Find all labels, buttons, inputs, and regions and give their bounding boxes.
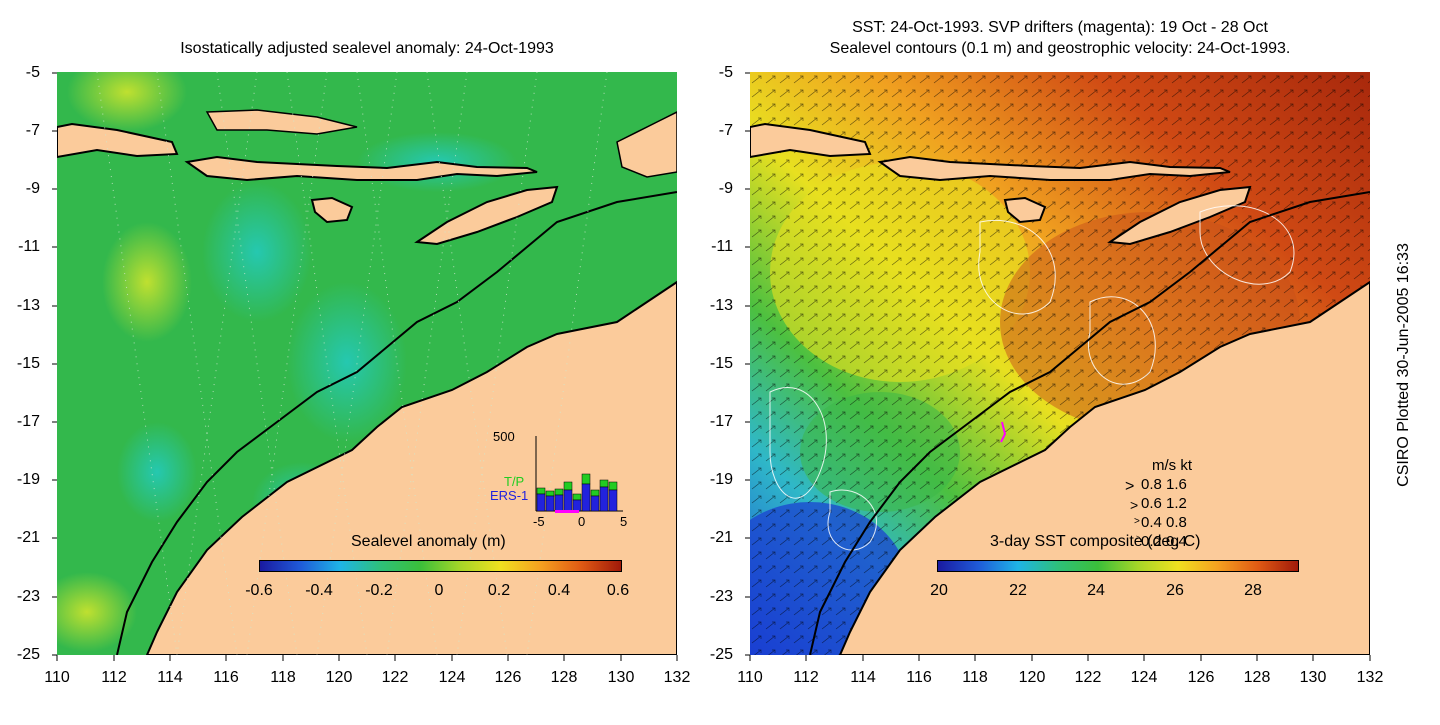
x-tick-label: 112 bbox=[793, 669, 819, 686]
x-tick-label: 124 bbox=[438, 669, 466, 686]
x-tick-label: 130 bbox=[607, 669, 635, 686]
sealevel-colorbar-tick: 0.2 bbox=[487, 582, 511, 599]
left-map-title: Isostatically adjusted sealevel anomaly:… bbox=[180, 40, 554, 57]
y-tick-label: -11 bbox=[18, 238, 40, 255]
y-tick-label: -11 bbox=[711, 238, 733, 255]
x-tick-label: 120 bbox=[325, 669, 353, 686]
x-tick-label: 132 bbox=[1356, 669, 1384, 686]
x-tick-label: 128 bbox=[550, 669, 578, 686]
velocity-legend-arrow-icon: > bbox=[1125, 478, 1135, 495]
x-tick-label: 122 bbox=[1074, 669, 1102, 686]
histogram-tp-label: T/P bbox=[504, 474, 525, 489]
y-tick-label: -5 bbox=[718, 64, 733, 81]
histogram-x-tick: 5 bbox=[620, 514, 628, 529]
sealevel-colorbar bbox=[259, 560, 622, 572]
sst-colorbar-tick: 20 bbox=[930, 582, 948, 599]
velocity-legend-row: 0.2 0.4 bbox=[1141, 533, 1187, 550]
y-tick-label: -17 bbox=[709, 413, 733, 430]
y-tick-label: -9 bbox=[25, 180, 40, 197]
x-tick-label: 128 bbox=[1243, 669, 1271, 686]
sealevel-colorbar-tick: 0.6 bbox=[606, 582, 630, 599]
sst-colorbar-label: 3-day SST composite (deg C) bbox=[990, 533, 1201, 550]
y-tick-label: -25 bbox=[16, 646, 40, 663]
sst-colorbar-tick: 22 bbox=[1009, 582, 1027, 599]
y-tick-label: -19 bbox=[709, 471, 733, 488]
velocity-legend-row: 0.4 0.8 bbox=[1141, 514, 1187, 531]
histogram-ers-label: ERS-1 bbox=[490, 488, 529, 503]
x-tick-label: 116 bbox=[213, 669, 239, 686]
y-tick-label: -25 bbox=[709, 646, 733, 663]
sealevel-colorbar-label: Sealevel anomaly (m) bbox=[351, 533, 506, 550]
velocity-legend-header: m/s kt bbox=[1152, 457, 1192, 474]
histogram-x-tick: -5 bbox=[533, 514, 545, 529]
sealevel-colorbar-tick: -0.4 bbox=[305, 582, 333, 599]
sst-colorbar bbox=[937, 560, 1299, 572]
sealevel-colorbar-tick: 0 bbox=[434, 582, 444, 599]
track-count-histogram bbox=[535, 436, 625, 514]
sst-colorbar-tick: 24 bbox=[1087, 582, 1105, 599]
y-tick-label: -5 bbox=[25, 64, 40, 81]
y-tick-label: -9 bbox=[718, 180, 733, 197]
x-tick-label: 122 bbox=[381, 669, 409, 686]
x-tick-label: 114 bbox=[157, 669, 183, 686]
y-tick-label: -17 bbox=[16, 413, 40, 430]
x-tick-label: 110 bbox=[44, 669, 70, 686]
sst-colorbar-tick: 28 bbox=[1244, 582, 1262, 599]
y-tick-label: -21 bbox=[709, 529, 733, 546]
sst-colorbar-tick: 26 bbox=[1166, 582, 1184, 599]
y-tick-label: -19 bbox=[16, 471, 40, 488]
y-tick-label: -15 bbox=[16, 355, 40, 372]
x-tick-label: 130 bbox=[1299, 669, 1327, 686]
velocity-legend-row: 0.6 1.2 bbox=[1141, 495, 1187, 512]
y-tick-label: -15 bbox=[709, 355, 733, 372]
x-tick-label: 114 bbox=[850, 669, 876, 686]
velocity-legend-arrow-icon: > bbox=[1130, 497, 1139, 513]
y-tick-label: -21 bbox=[16, 529, 40, 546]
right-map-title-line1: SST: 24-Oct-1993. SVP drifters (magenta)… bbox=[852, 19, 1268, 36]
x-tick-label: 120 bbox=[1018, 669, 1046, 686]
sealevel-colorbar-tick: -0.6 bbox=[245, 582, 273, 599]
y-tick-label: -7 bbox=[25, 122, 40, 139]
y-tick-label: -13 bbox=[16, 297, 40, 314]
y-tick-label: -23 bbox=[709, 588, 733, 605]
x-tick-label: 110 bbox=[737, 669, 763, 686]
sealevel-colorbar-tick: 0.4 bbox=[547, 582, 571, 599]
histogram-x-tick: 0 bbox=[578, 514, 586, 529]
x-tick-label: 126 bbox=[494, 669, 522, 686]
x-tick-label: 126 bbox=[1187, 669, 1215, 686]
x-tick-label: 118 bbox=[270, 669, 296, 686]
x-tick-label: 124 bbox=[1130, 669, 1158, 686]
x-tick-label: 132 bbox=[663, 669, 691, 686]
x-tick-label: 116 bbox=[906, 669, 932, 686]
x-tick-label: 112 bbox=[101, 669, 127, 686]
y-tick-label: -23 bbox=[16, 588, 40, 605]
sealevel-colorbar-tick: -0.2 bbox=[365, 582, 393, 599]
y-tick-label: -7 bbox=[718, 122, 733, 139]
histogram-ymax-label: 500 bbox=[493, 429, 515, 444]
y-tick-label: -13 bbox=[709, 297, 733, 314]
velocity-legend-arrow-icon: > bbox=[1136, 535, 1141, 542]
x-tick-label: 118 bbox=[962, 669, 988, 686]
velocity-legend-arrow-icon: > bbox=[1134, 516, 1140, 527]
right-map-title-line2: Sealevel contours (0.1 m) and geostrophi… bbox=[829, 40, 1291, 57]
plot-credit-note: CSIRO Plotted 30-Jun-2005 16:33 bbox=[1395, 243, 1412, 487]
velocity-legend-row: 0.8 1.6 bbox=[1141, 476, 1187, 493]
